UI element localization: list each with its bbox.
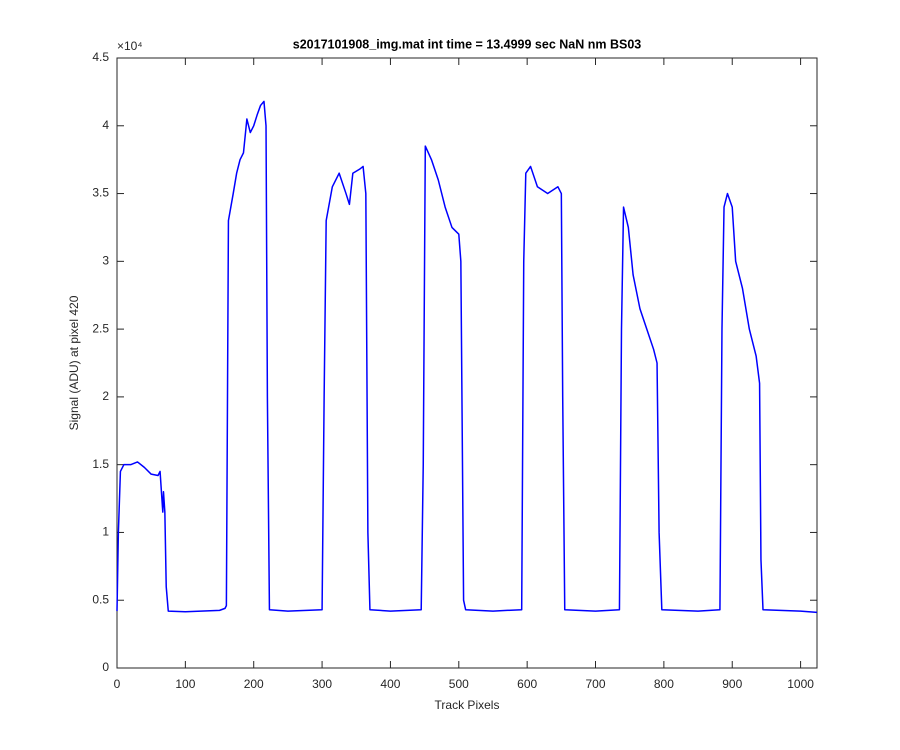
x-tick-label: 500 (449, 677, 469, 691)
y-tick-label: 1 (102, 525, 109, 539)
x-tick-label: 700 (586, 677, 606, 691)
x-tick-label: 400 (380, 677, 400, 691)
y-tick-label: 2.5 (92, 321, 109, 335)
y-tick-label: 0.5 (92, 592, 109, 606)
x-tick-label: 0 (114, 677, 121, 691)
x-axis-label: Track Pixels (435, 698, 500, 712)
line-series (116, 100, 818, 614)
y-tick-label: 4.5 (92, 50, 109, 64)
y-tick-label: 2 (102, 389, 109, 403)
plot-area (116, 57, 818, 669)
x-tick-label: 100 (175, 677, 195, 691)
x-tick-label: 300 (312, 677, 332, 691)
y-tick-label: 3 (102, 254, 109, 268)
y-exponent-label: ×10⁴ (117, 39, 143, 53)
y-tick-label: 0 (102, 660, 109, 674)
y-tick-label: 4 (102, 118, 109, 132)
y-tick-label: 1.5 (92, 457, 109, 471)
x-tick-label: 600 (517, 677, 537, 691)
y-tick-label: 3.5 (92, 186, 109, 200)
x-tick-label: 900 (722, 677, 742, 691)
x-tick-label: 1000 (787, 677, 814, 691)
y-axis-label: Signal (ADU) at pixel 420 (67, 295, 81, 430)
x-tick-label: 200 (244, 677, 264, 691)
chart-title: s2017101908_img.mat int time = 13.4999 s… (293, 37, 642, 51)
x-tick-label: 800 (654, 677, 674, 691)
